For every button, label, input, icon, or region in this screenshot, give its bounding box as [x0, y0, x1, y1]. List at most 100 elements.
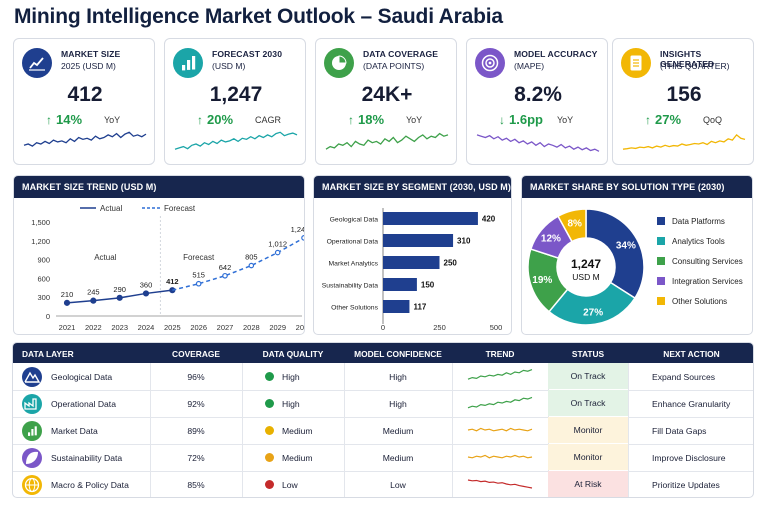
row-icon-badge	[22, 394, 42, 414]
kpi-icon-badge	[324, 48, 354, 78]
kpi-label: INSIGHTS GENERATED	[660, 49, 715, 69]
data-label: 642	[219, 263, 232, 272]
data-label: 1,247	[291, 225, 305, 234]
data-layer-name: Market Data	[51, 426, 98, 436]
quality-value: Low	[282, 480, 298, 490]
confidence-value: Low	[390, 480, 406, 490]
segment-panel: MARKET SIZE BY SEGMENT (2030, USD M) Geo…	[313, 175, 512, 335]
row-icon-badge	[22, 367, 42, 387]
slice-label: 12%	[541, 233, 561, 244]
kpi-change-value: 14%	[56, 112, 83, 127]
trend-chart-icon	[29, 57, 45, 71]
slice-label: 27%	[583, 307, 603, 318]
icon-stroke	[24, 398, 37, 410]
kpi-change: ↑ 14%	[46, 112, 82, 127]
x-tick-label: 500	[490, 323, 503, 332]
quality-value: Medium	[282, 426, 313, 436]
kpi-icon-badge	[475, 48, 505, 78]
category-label: Sustainability Data	[322, 283, 379, 290]
kpi-sparkline	[622, 133, 746, 150]
data-point	[116, 294, 123, 301]
data-label: 515	[192, 271, 205, 280]
x-tick-label: 2025	[164, 323, 181, 332]
y-tick-label: 1,500	[31, 218, 50, 227]
pie-chart-icon	[332, 55, 347, 70]
table-row: Macro & Policy Data 85% Low Low At Risk Prior…	[13, 471, 753, 497]
kpi-value: 8.2%	[514, 83, 562, 106]
x-tick-label: 0	[381, 323, 385, 332]
quality-value: High	[282, 399, 300, 409]
legend-label: Actual	[100, 204, 122, 213]
kpi-icon-badge	[621, 48, 651, 78]
kpi-label: MARKET SIZE	[61, 49, 121, 59]
data-point	[142, 290, 150, 297]
column-divider	[242, 363, 243, 497]
legend-swatch	[657, 297, 665, 305]
legend-label: Forecast	[164, 204, 196, 213]
icon-bar	[34, 426, 37, 436]
kpi-change: ↑ 18%	[348, 112, 384, 127]
kpi-change-value: 1.6pp	[509, 112, 543, 127]
y-tick-label: 300	[37, 293, 50, 302]
icon-bar	[192, 56, 196, 70]
x-tick-label: 2027	[217, 323, 234, 332]
kpi-period: CAGR	[255, 115, 282, 125]
legend-label: Other Solutions	[672, 297, 727, 306]
row-icon-badge	[22, 475, 42, 495]
icon-bar	[28, 432, 31, 436]
slice-label: 34%	[616, 241, 636, 252]
data-point	[301, 235, 304, 241]
kpi-card: FORECAST 2030 (USD M) 1,247 ↑ 20% CAGR	[164, 38, 306, 165]
table-row: Geological Data 96% High High On Track Expand…	[13, 363, 753, 390]
market-size-trend-chart: 1,500 1,200 900 600 300 0 Actual Forecast Actual…	[31, 204, 305, 332]
kpi-change: ↑ 27%	[645, 112, 681, 127]
legend-label: Consulting Services	[672, 257, 743, 266]
kpi-change-value: 20%	[207, 112, 234, 127]
coverage-value: 85%	[187, 480, 205, 490]
kpi-sublabel: 2025 (USD M)	[61, 61, 116, 71]
table-row: Operational Data 92% High High On Track Enhan…	[13, 390, 753, 417]
category-label: Market Analytics	[329, 261, 379, 268]
kpi-card: DATA COVERAGE (DATA POINTS) 24K+ ↑ 18% YoY	[315, 38, 457, 165]
page-title: Mining Intelligence Market Outlook – Sau…	[14, 5, 503, 28]
sparkline-path	[23, 131, 147, 147]
next-action-text: Improve Disclosure	[652, 453, 726, 463]
leaf-icon	[26, 451, 38, 464]
icon-bar	[182, 65, 186, 71]
data-point	[274, 249, 281, 256]
legend-swatch	[657, 237, 665, 245]
x-tick-label: 250	[433, 323, 446, 332]
icon-shape	[338, 55, 347, 64]
coverage-value: 72%	[187, 453, 205, 463]
icon-stroke	[29, 57, 44, 69]
x-tick-label: 2023	[111, 323, 128, 332]
kpi-value: 156	[666, 83, 702, 106]
data-layer-name: Operational Data	[51, 399, 116, 409]
data-label: 412	[166, 277, 179, 286]
status-badge: At Risk	[548, 471, 628, 497]
table-row: Sustainability Data 72% Medium Medium Monito…	[13, 444, 753, 471]
bar-value-label: 250	[444, 259, 458, 268]
kpi-label: MODEL ACCURACY	[514, 49, 598, 59]
bar-value-label: 420	[482, 215, 496, 224]
table-header-cell: DATA LAYER	[13, 343, 150, 363]
data-point	[63, 299, 71, 306]
kpi-sparkline	[325, 132, 449, 150]
kpi-sublabel: (USD M)	[212, 61, 246, 71]
row-divider	[13, 471, 753, 472]
kpi-sparkline	[174, 131, 298, 150]
kpi-sublabel: (THIS QUARTER)	[660, 61, 730, 71]
data-label: 290	[113, 285, 126, 294]
slice-label: 19%	[532, 275, 552, 286]
slice-label: 8%	[567, 218, 582, 229]
document-icon	[630, 55, 642, 71]
sparkline-path	[467, 396, 533, 409]
x-tick-label: 2021	[59, 323, 76, 332]
status-badge: On Track	[548, 363, 628, 389]
panel-title: MARKET SIZE TREND (USD M)	[14, 176, 304, 198]
data-label: 805	[245, 253, 258, 262]
data-label: 1,012	[268, 240, 287, 249]
icon-shape	[481, 54, 499, 72]
status-badge: On Track	[548, 390, 628, 416]
